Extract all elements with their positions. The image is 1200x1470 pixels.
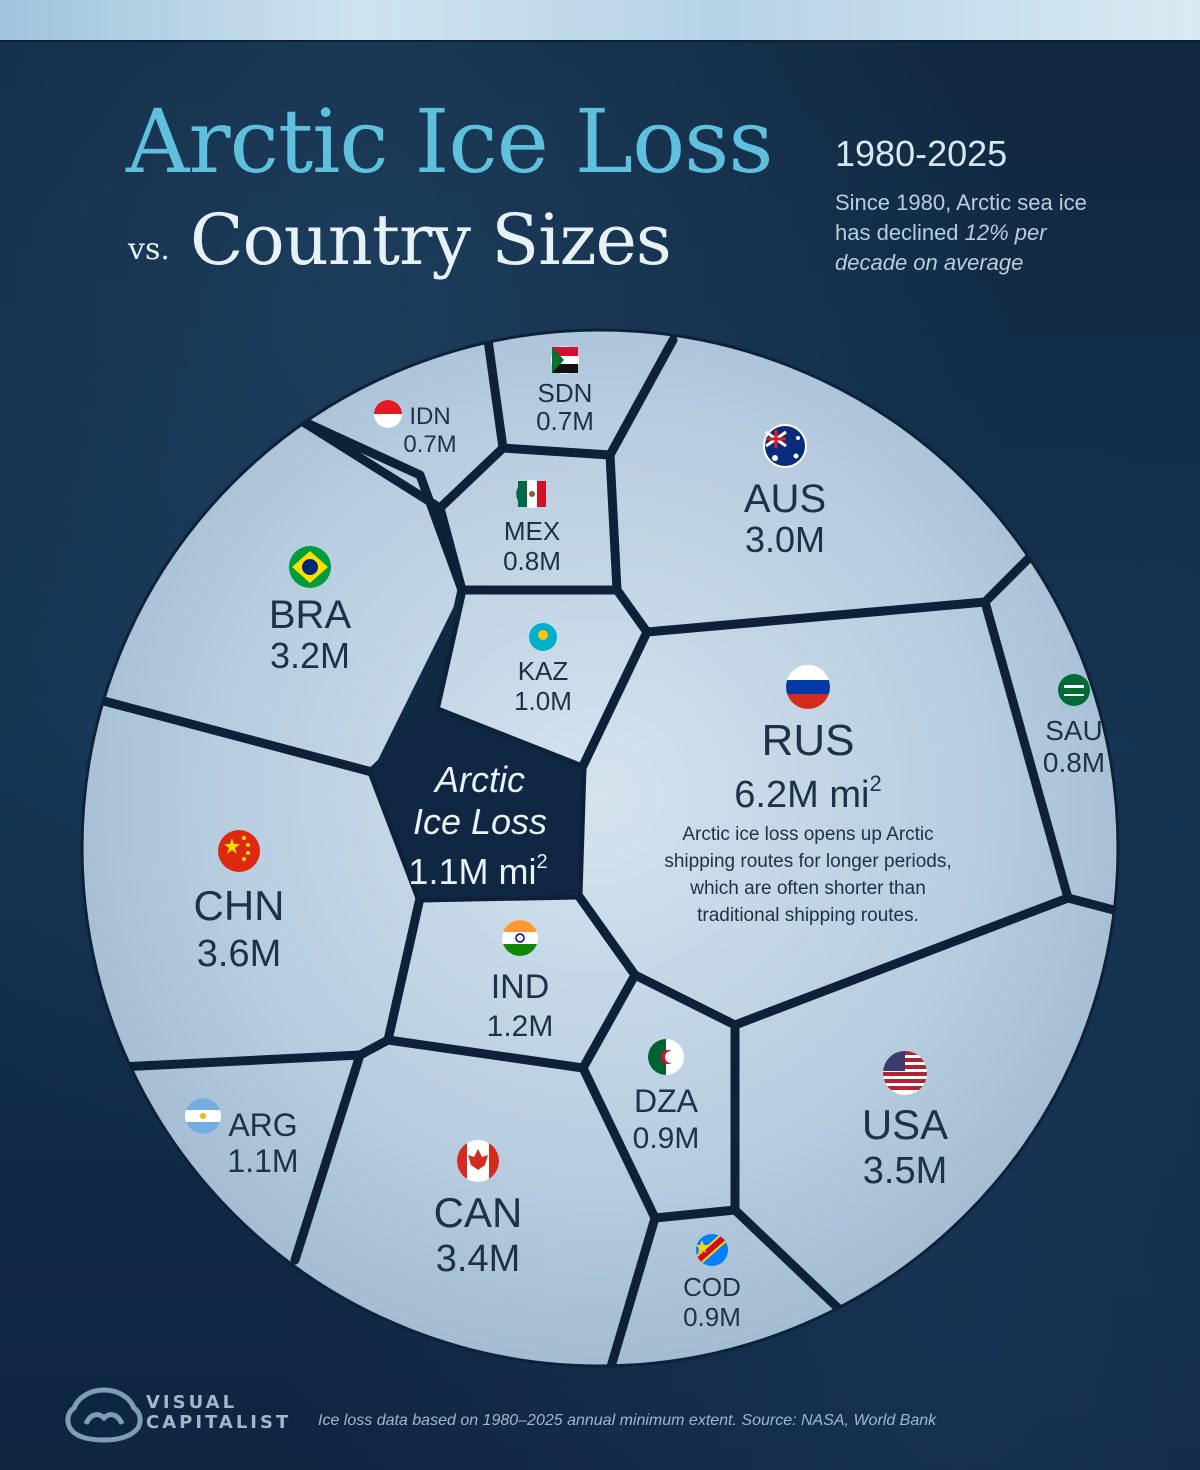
flag-rus-icon bbox=[786, 665, 830, 709]
cell-code-label: AUS bbox=[744, 477, 826, 521]
cell-rus: RUS 6.2M mi2 bbox=[734, 716, 881, 816]
flag-kaz-icon bbox=[529, 623, 557, 651]
cell-code-label: SAU bbox=[1045, 715, 1103, 746]
annotation-line: traditional shipping routes. bbox=[697, 905, 919, 926]
flag-chn-icon bbox=[218, 830, 260, 872]
flag-sdn-icon bbox=[551, 346, 579, 374]
cell-code-label: ARG bbox=[228, 1107, 297, 1143]
rus-annotation: Arctic ice loss opens up Arctic shipping … bbox=[664, 824, 951, 926]
year-range: 1980-2025 bbox=[835, 133, 1008, 174]
cell-code-label: CAN bbox=[434, 1189, 523, 1236]
title-vs: vs. bbox=[128, 232, 170, 267]
flag-aus-icon bbox=[763, 424, 807, 468]
flag-usa-icon bbox=[883, 1051, 927, 1095]
cell-code-label: COD bbox=[683, 1272, 741, 1302]
title-line-1: Arctic Ice Loss bbox=[126, 90, 774, 193]
crack-cod-usa bbox=[730, 1205, 845, 1315]
center-value: 1.1M mi2 bbox=[408, 851, 547, 892]
cell-value-label: 1.1M bbox=[227, 1143, 298, 1179]
superscript-2: 2 bbox=[869, 771, 881, 796]
flag-can-icon bbox=[457, 1140, 499, 1182]
crack-bra-top bbox=[295, 415, 467, 595]
subtitle-plain: Since 1980, Arctic sea ice has declined bbox=[835, 190, 1087, 245]
cell-value-label: 3.6M bbox=[197, 933, 281, 975]
cell-value-label: 0.8M bbox=[503, 546, 561, 576]
cell-code-label: CHN bbox=[194, 882, 285, 929]
arctic-ice-loss-hole-inner bbox=[372, 710, 582, 898]
source-note: Ice loss data based on 1980–2025 annual … bbox=[318, 1412, 937, 1429]
center-label-line-2: Ice Loss bbox=[413, 801, 547, 842]
flag-dza-icon bbox=[648, 1039, 684, 1075]
annotation-line: Arctic ice loss opens up Arctic bbox=[682, 824, 933, 845]
cell-value-label: 6.2M mi2 bbox=[734, 771, 881, 816]
cell-code-label: RUS bbox=[762, 716, 855, 765]
cell-value-label: 3.0M bbox=[745, 519, 825, 560]
brand-line-2: CAPITALIST bbox=[146, 1412, 292, 1433]
flag-bra-icon bbox=[289, 546, 331, 588]
cell-code-label: KAZ bbox=[518, 656, 569, 686]
crack-arg bbox=[95, 1050, 365, 1265]
flag-mex-icon bbox=[516, 480, 546, 508]
disc-rim bbox=[80, 328, 1120, 1368]
center-label-line-1: Arctic bbox=[433, 759, 525, 800]
flag-idn-icon bbox=[374, 400, 402, 428]
cell-value-label: 3.4M bbox=[436, 1238, 520, 1280]
title-line-2: Country Sizes bbox=[190, 199, 672, 281]
cell-value-label: 0.8M bbox=[1043, 747, 1105, 778]
cell-value-label: 0.7M bbox=[536, 406, 594, 436]
crack-can-cod bbox=[605, 1213, 660, 1366]
cell-value-label: 3.5M bbox=[863, 1150, 947, 1192]
cell-value-label: 3.2M bbox=[270, 635, 350, 676]
flag-arg-icon bbox=[185, 1098, 221, 1134]
cell-code-label: MEX bbox=[504, 516, 560, 546]
cell-code-label: DZA bbox=[634, 1083, 699, 1119]
cell-code-label: SDN bbox=[538, 378, 593, 408]
cell-code-label: BRA bbox=[269, 593, 352, 637]
cell-value-label: 0.9M bbox=[633, 1122, 700, 1155]
cell-value-label: 0.7M bbox=[403, 431, 456, 458]
cell-code-label: USA bbox=[862, 1101, 948, 1148]
brand-wordmark: VISUAL CAPITALIST bbox=[146, 1393, 291, 1433]
crack-aus-rus bbox=[612, 547, 1040, 637]
superscript-2: 2 bbox=[536, 851, 547, 873]
cell-value-label: 0.9M bbox=[683, 1302, 741, 1332]
subtitle-emphasis: 12% per decade on average bbox=[835, 220, 1047, 275]
annotation-line: shipping routes for longer periods, bbox=[664, 851, 951, 872]
subtitle: Since 1980, Arctic sea ice has declined … bbox=[835, 188, 1095, 278]
flags bbox=[185, 346, 1090, 1266]
cell-code-label: IDN bbox=[409, 403, 450, 430]
crack-idn-sdn bbox=[295, 335, 508, 513]
cell-ind: IND 1.2M bbox=[487, 968, 554, 1043]
flag-ind-icon bbox=[502, 920, 538, 956]
cell-value-label: 1.2M bbox=[487, 1010, 554, 1043]
visual-capitalist-logo-icon bbox=[65, 1387, 143, 1443]
brand-line-1: VISUAL bbox=[146, 1392, 238, 1413]
cell-code-label: IND bbox=[491, 968, 550, 1006]
cell-value-label: 1.0M bbox=[514, 686, 572, 716]
ice-header-strip bbox=[0, 0, 1200, 42]
flag-sau-icon bbox=[1058, 674, 1090, 706]
crack-dza bbox=[578, 1020, 740, 1223]
annotation-line: which are often shorter than bbox=[689, 878, 926, 899]
